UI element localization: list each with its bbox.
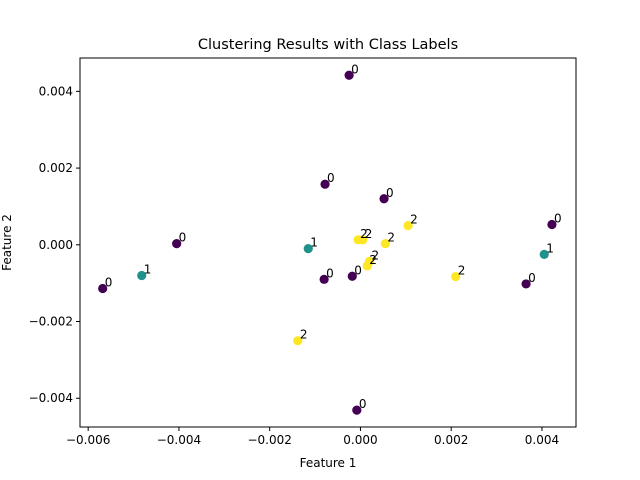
data-point-class-0: [352, 405, 362, 415]
point-class-label: 0: [386, 186, 394, 200]
plot-frame: [79, 57, 577, 428]
x-tick-label: 0.002: [434, 433, 468, 447]
y-tick-label: 0.000: [39, 238, 73, 252]
point-class-label: 2: [300, 328, 308, 342]
data-point-class-1: [303, 244, 313, 254]
y-tick-label: −0.002: [29, 315, 73, 329]
chart-title: Clustering Results with Class Labels: [198, 37, 458, 53]
point-class-label: 1: [310, 236, 318, 250]
data-point-class-0: [344, 70, 354, 80]
point-class-label: 0: [179, 231, 187, 245]
point-class-label: 2: [387, 231, 395, 245]
data-point-class-0: [320, 179, 330, 189]
data-point-class-0: [98, 283, 108, 294]
x-tick-label: −0.004: [157, 433, 201, 447]
point-class-label: 0: [528, 271, 536, 285]
point-class-label: 0: [327, 171, 335, 185]
point-class-label: 0: [105, 276, 113, 290]
y-tick-label: 0.002: [39, 161, 73, 175]
point-layer: [98, 70, 557, 415]
data-point-class-0: [547, 219, 557, 230]
x-tick-label: −0.002: [247, 433, 291, 447]
data-point-class-2: [380, 239, 391, 249]
y-axis-label: Feature 2: [0, 214, 14, 271]
point-class-label: 1: [144, 262, 152, 276]
point-class-label: 2: [372, 248, 380, 262]
point-class-label: 2: [369, 253, 377, 267]
point-class-label: 1: [546, 241, 554, 255]
x-tick-label: −0.006: [66, 433, 110, 447]
x-axis-label: Feature 1: [300, 456, 357, 470]
point-class-label: 2: [458, 264, 466, 278]
point-class-label: 2: [365, 227, 373, 241]
data-point-class-1: [539, 249, 549, 259]
point-class-label: 0: [359, 397, 367, 411]
x-tick-label: 0.000: [343, 433, 377, 447]
data-point-class-0: [319, 274, 329, 284]
point-class-label: 0: [351, 62, 359, 76]
data-point-class-2: [403, 221, 413, 231]
data-point-class-2: [451, 272, 461, 282]
point-class-label: 2: [360, 227, 368, 241]
data-point-class-0: [521, 279, 531, 289]
point-class-label: 2: [410, 213, 418, 227]
data-point-class-2: [293, 336, 303, 346]
data-point-class-2: [358, 235, 368, 245]
point-class-label: 0: [354, 263, 362, 277]
point-class-label: 0: [326, 266, 334, 280]
x-tick-label: 0.004: [525, 433, 559, 447]
point-class-label: 0: [554, 211, 562, 225]
y-tick-label: −0.004: [29, 391, 73, 405]
data-point-class-0: [347, 271, 357, 281]
data-point-class-0: [379, 194, 389, 204]
tick-layer: −0.006 −0.004 −0.002 0.000 0.002 0.004 −0.004 −…: [29, 84, 560, 447]
data-point-class-0: [172, 239, 182, 249]
y-tick-label: 0.004: [39, 84, 73, 98]
data-point-class-1: [137, 270, 147, 281]
data-point-class-2: [362, 261, 372, 271]
